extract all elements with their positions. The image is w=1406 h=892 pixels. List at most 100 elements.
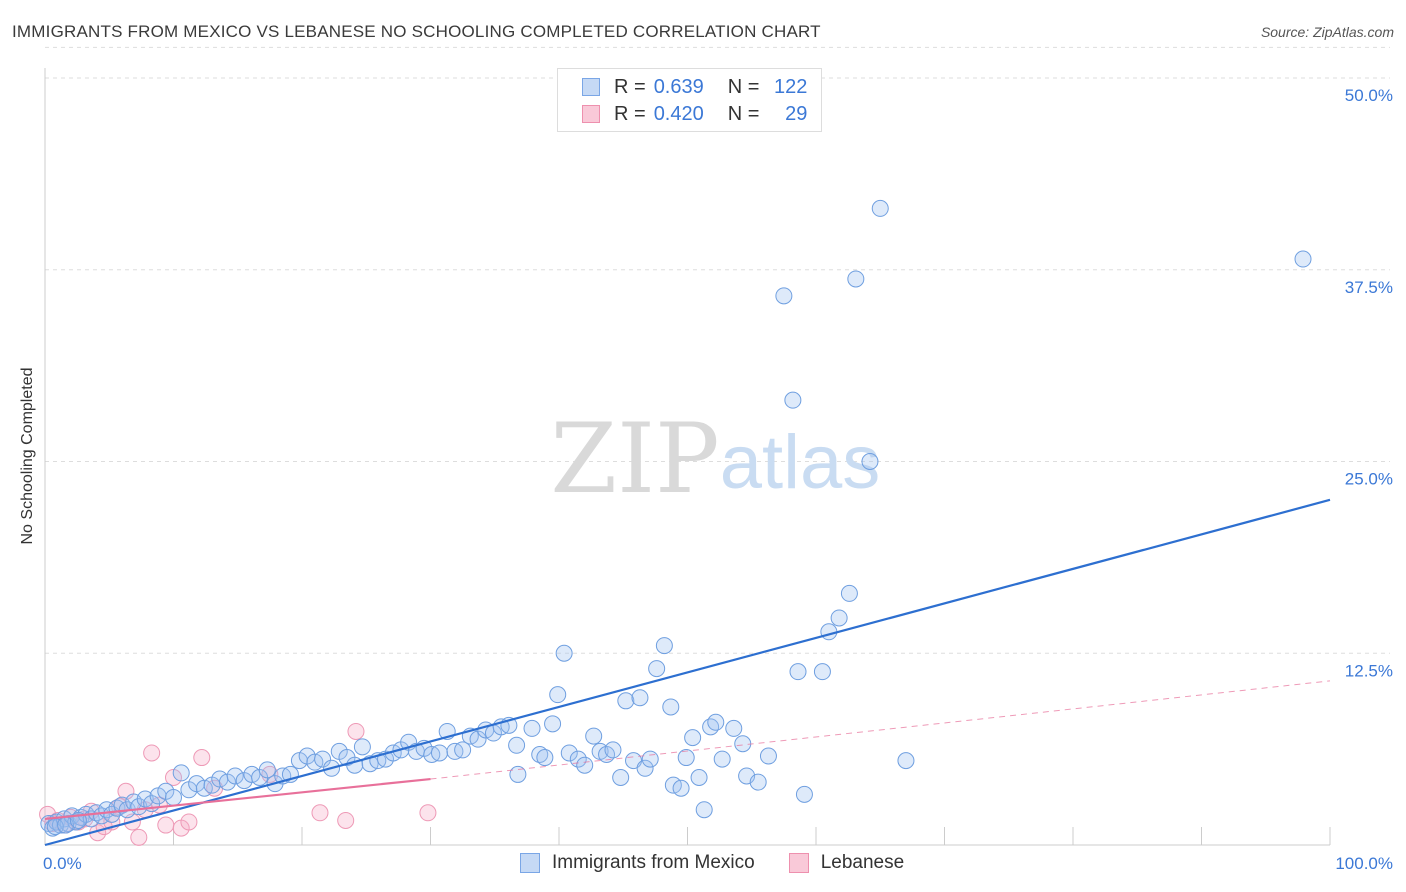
mexico-trendline bbox=[44, 498, 1331, 847]
x-tick-label-max: 100.0% bbox=[1335, 854, 1393, 873]
mexico-point bbox=[813, 663, 831, 681]
mexico-point bbox=[784, 391, 802, 409]
series-label-lebanese: Lebanese bbox=[820, 852, 905, 873]
lebanese-point bbox=[311, 804, 329, 822]
legend-n-label: N = bbox=[727, 102, 760, 125]
axes bbox=[44, 68, 1331, 846]
mexico-point bbox=[353, 738, 371, 756]
legend-r-label: R = bbox=[614, 75, 646, 98]
mexico-point bbox=[672, 779, 690, 797]
mexico-point bbox=[690, 769, 708, 787]
mexico-point bbox=[871, 199, 889, 217]
mexico-point bbox=[636, 759, 654, 777]
mexico-point bbox=[531, 745, 549, 763]
mexico-point bbox=[226, 767, 244, 785]
mexico-point bbox=[830, 609, 848, 627]
mexico-point bbox=[662, 698, 680, 716]
mexico-point bbox=[509, 765, 527, 783]
mexico-point bbox=[861, 453, 879, 470]
source-attribution: Source: ZipAtlas.com bbox=[1260, 24, 1394, 40]
watermark-zip: ZIP bbox=[550, 403, 719, 515]
lebanese-point bbox=[143, 744, 161, 762]
lebanese-point bbox=[180, 813, 198, 831]
y-axis-label: No Schooling Completed bbox=[19, 367, 36, 545]
mexico-point bbox=[544, 715, 562, 733]
tick-labels: 12.5% 25.0% 37.5% 50.0% 0.0% 100.0% bbox=[43, 86, 1393, 873]
mexico-point bbox=[430, 744, 448, 762]
y-tick-label: 25.0% bbox=[1345, 470, 1393, 489]
mexico-point bbox=[641, 750, 659, 768]
legend-r-value-mexico: 0.639 bbox=[653, 75, 704, 98]
mexico-point bbox=[585, 727, 603, 745]
mexico-point bbox=[454, 741, 472, 759]
trendlines bbox=[44, 498, 1331, 847]
mexico-point bbox=[604, 741, 622, 759]
series-legend: Immigrants from Mexico Lebanese bbox=[520, 852, 938, 874]
watermark-atlas: atlas bbox=[720, 420, 881, 505]
gridlines bbox=[45, 46, 1390, 654]
lebanese-point bbox=[193, 749, 211, 767]
mexico-point bbox=[707, 713, 725, 731]
mexico-point bbox=[695, 801, 713, 819]
y-tick-label: 12.5% bbox=[1345, 661, 1393, 680]
mexico-point bbox=[555, 644, 573, 662]
mexico-point bbox=[749, 773, 767, 791]
mexico-point bbox=[549, 686, 567, 704]
series-swatch-lebanese bbox=[788, 853, 809, 873]
series-label-mexico: Immigrants from Mexico bbox=[552, 852, 755, 873]
stats-legend: R = 0.639 N = 122 R = 0.420 N = 29 bbox=[557, 68, 822, 132]
y-tick-label: 50.0% bbox=[1345, 86, 1393, 105]
mexico-point bbox=[684, 729, 702, 747]
legend-r-label: R = bbox=[614, 102, 646, 125]
mexico-point bbox=[258, 761, 276, 779]
mexico-point bbox=[617, 692, 635, 710]
mexico-point bbox=[523, 719, 541, 737]
mexico-point bbox=[713, 750, 731, 768]
lebanese-trendline bbox=[44, 777, 431, 821]
mexico-point bbox=[840, 584, 858, 602]
mexico-point bbox=[789, 663, 807, 681]
legend-row-lebanese: R = 0.420 N = 29 bbox=[582, 102, 818, 126]
watermark: ZIP atlas bbox=[550, 403, 880, 515]
mexico-point bbox=[648, 660, 666, 678]
mexico-point bbox=[759, 747, 777, 765]
mexico-point bbox=[314, 750, 332, 768]
mexico-point bbox=[165, 788, 182, 806]
mexico-point bbox=[508, 736, 526, 754]
legend-n-value-lebanese: 29 bbox=[785, 102, 808, 125]
series-swatch-mexico bbox=[520, 853, 540, 873]
mexico-point bbox=[536, 749, 554, 767]
series-legend-mexico[interactable]: Immigrants from Mexico bbox=[520, 852, 755, 874]
legend-swatch-mexico bbox=[582, 78, 600, 96]
mexico-point bbox=[560, 744, 578, 762]
lebanese-point bbox=[419, 804, 437, 822]
mexico-point bbox=[795, 785, 813, 803]
mexico-point bbox=[1294, 250, 1312, 268]
mexico-points bbox=[40, 199, 1312, 837]
lebanese-point bbox=[347, 722, 365, 740]
legend-n-label: N = bbox=[727, 75, 760, 98]
x-tick-label-min: 0.0% bbox=[43, 854, 82, 873]
mexico-point bbox=[847, 270, 865, 288]
legend-swatch-lebanese bbox=[582, 105, 600, 123]
lebanese-point bbox=[157, 816, 175, 834]
mexico-point bbox=[820, 623, 838, 641]
mexico-point bbox=[725, 719, 743, 737]
mexico-point bbox=[612, 769, 630, 787]
lebanese-point bbox=[130, 828, 148, 846]
mexico-point bbox=[677, 749, 695, 767]
lebanese-point bbox=[261, 765, 279, 783]
legend-r-value-lebanese: 0.420 bbox=[653, 102, 704, 125]
y-tick-label: 37.5% bbox=[1345, 278, 1393, 297]
mexico-point bbox=[897, 752, 915, 770]
mexico-point bbox=[702, 718, 720, 736]
mexico-point bbox=[775, 287, 793, 305]
series-legend-lebanese[interactable]: Lebanese bbox=[788, 852, 905, 874]
mexico-point bbox=[734, 735, 752, 753]
lebanese-trendline-extension bbox=[430, 680, 1331, 780]
mexico-point bbox=[576, 756, 594, 774]
mexico-point bbox=[172, 764, 190, 782]
legend-n-value-mexico: 122 bbox=[774, 75, 808, 98]
chart-title: IMMIGRANTS FROM MEXICO VS LEBANESE NO SC… bbox=[12, 22, 821, 41]
